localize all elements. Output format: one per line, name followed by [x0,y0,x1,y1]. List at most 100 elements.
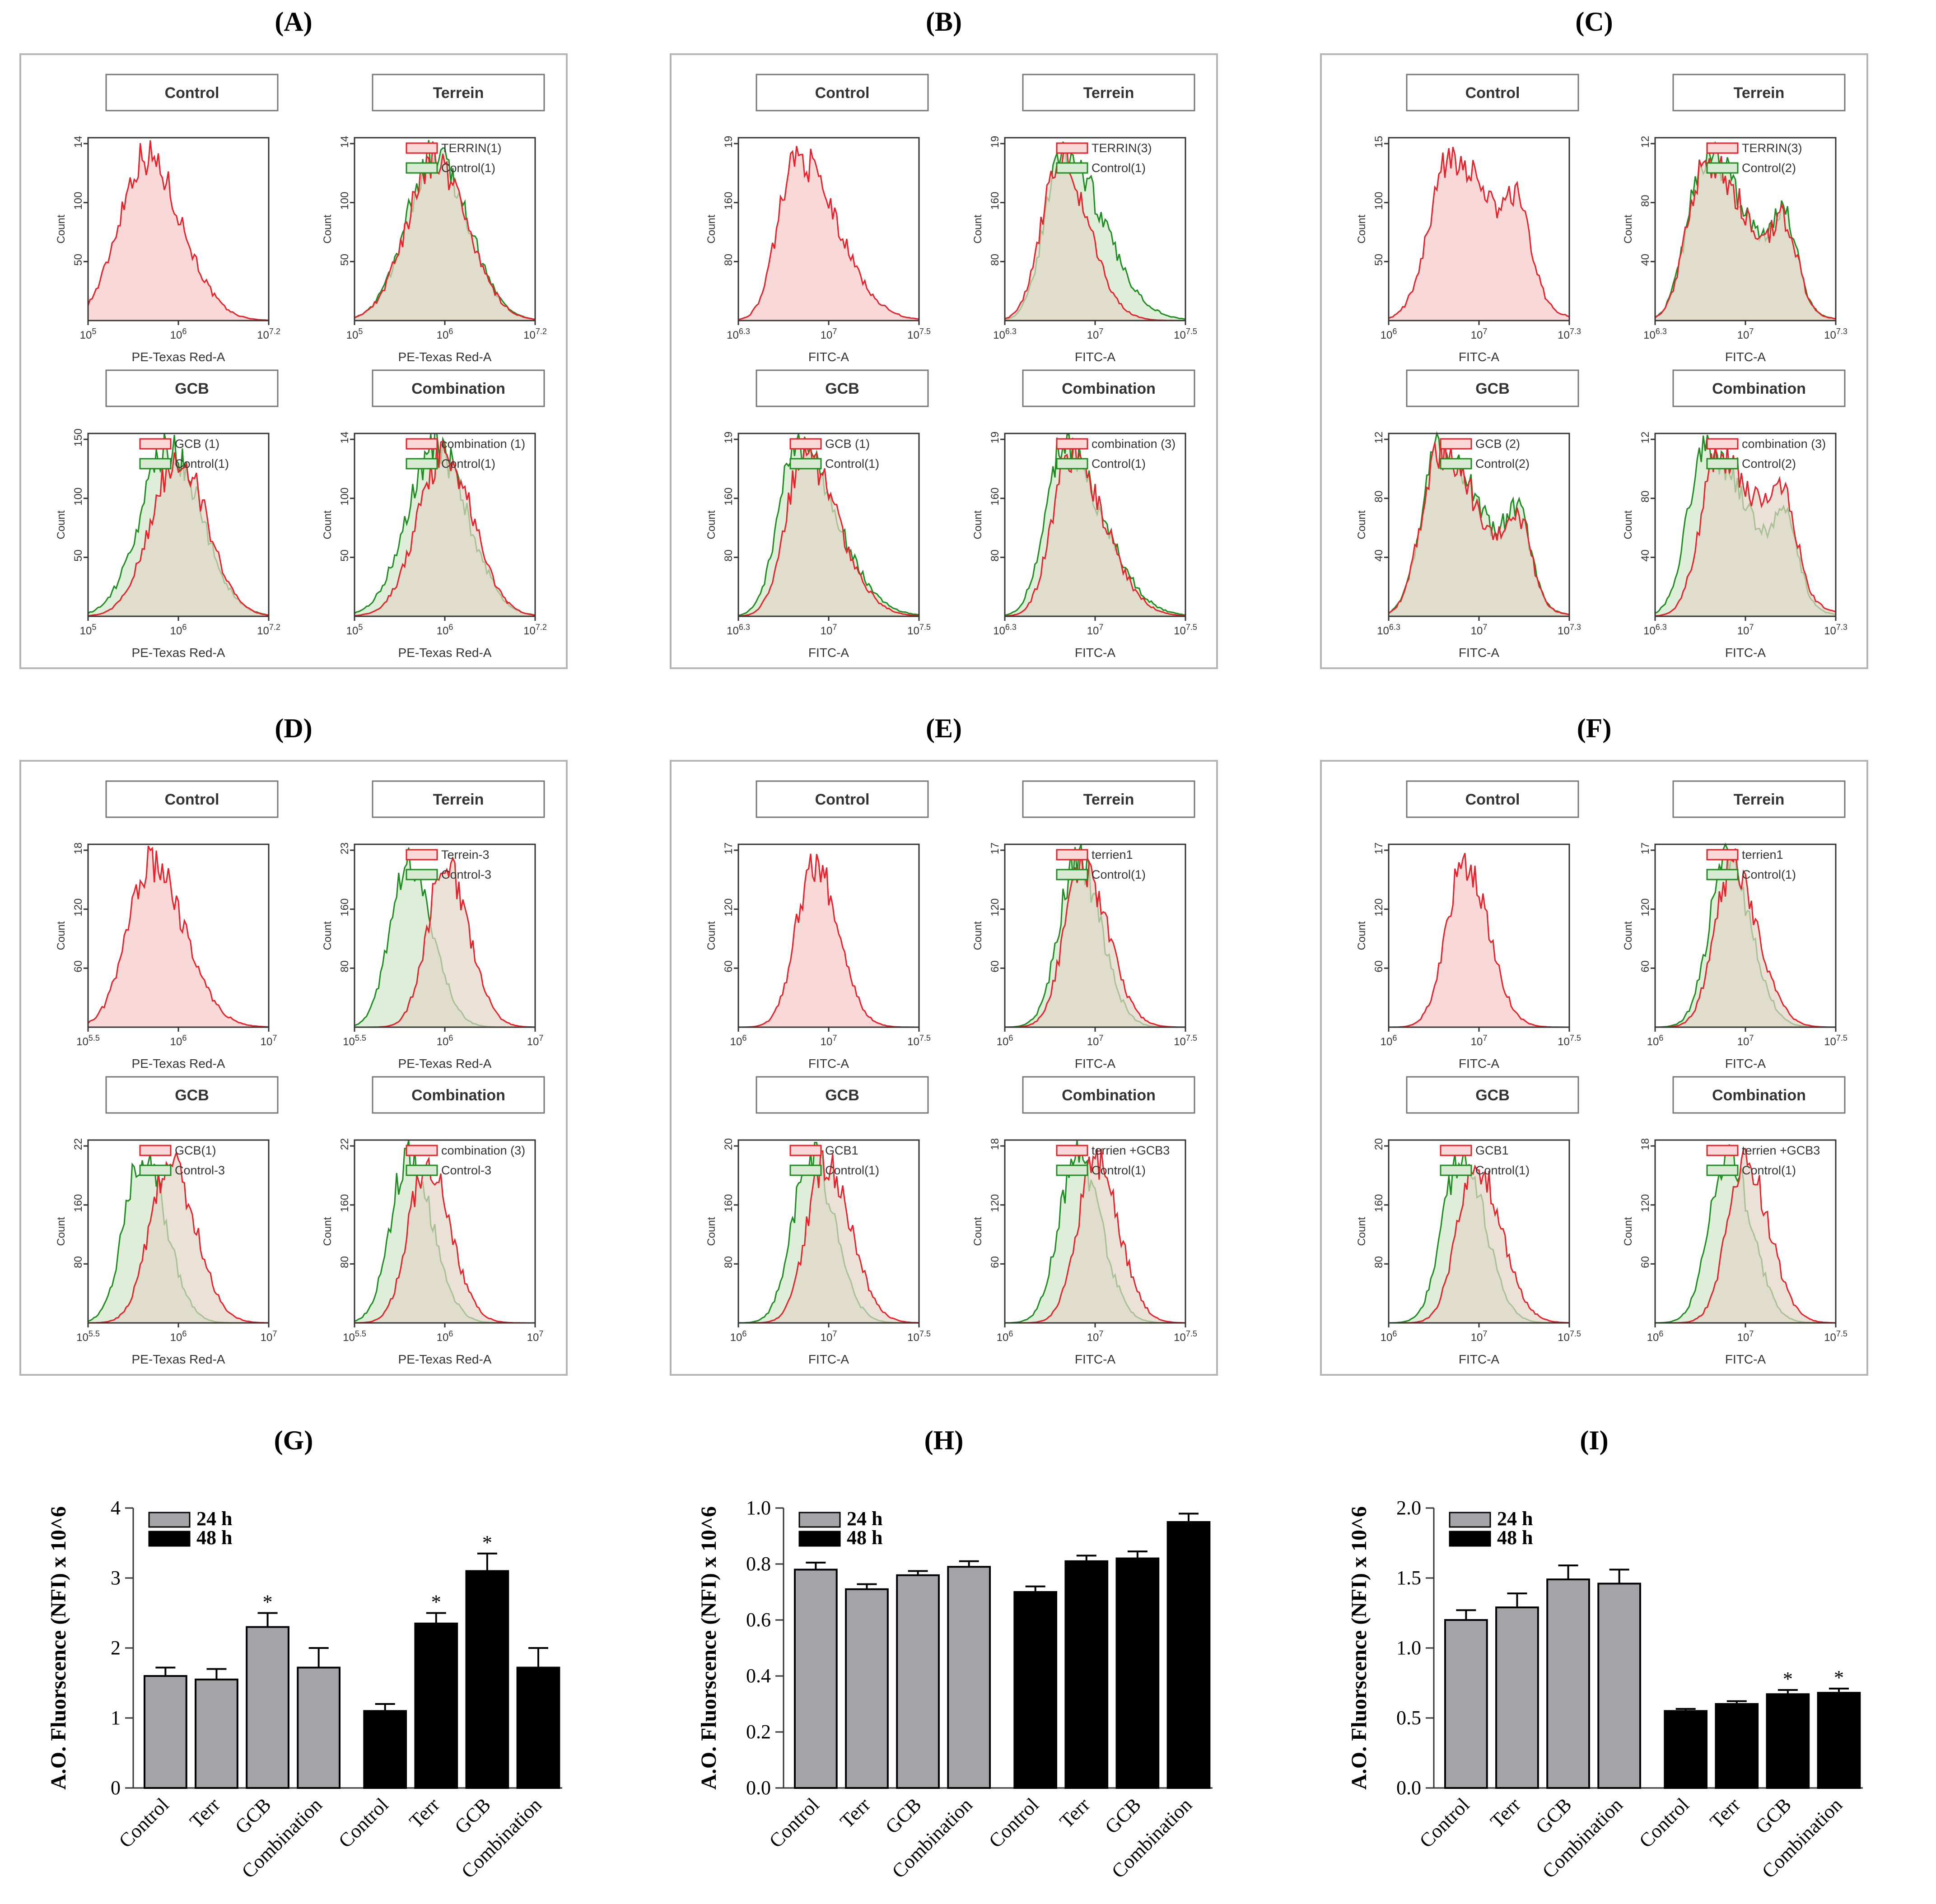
legend-swatch [789,438,822,450]
subplot-title-box [105,1076,279,1114]
legend-label: Control(1) [441,161,495,175]
y-tick-label: 2.0 [1396,1497,1421,1519]
x-tick-label: 106.3 [1377,623,1400,637]
y-tick-label: 40 [1639,549,1651,562]
legend-label: 24 h [1497,1508,1533,1530]
y-tick-label: 80 [723,254,735,266]
legend-swatch [1449,1531,1491,1547]
x-axis-label: FITC-A [1459,1057,1500,1071]
legend-label: Control(2) [1742,457,1796,470]
y-tick-label: 12 [1639,432,1651,444]
panel-label: (A) [275,7,312,37]
y-tick-label: 50 [72,549,84,562]
legend-swatch [1706,162,1739,174]
x-tick-label: 107 [1087,327,1104,341]
y-tick-label: 14 [339,136,351,148]
significance-star: * [263,1591,273,1613]
legend-label: Control-3 [441,868,491,881]
y-axis-label: Count [322,214,334,243]
y-axis-label: Count [322,510,334,539]
y-tick-label: 120 [1639,1194,1651,1212]
y-tick-label: 160 [723,488,735,506]
x-tick-label: 107.2 [523,327,547,341]
subplot-title-box [1406,74,1579,112]
legend-swatch [406,162,438,174]
legend-label: combination (3) [441,1144,525,1157]
legend-swatch [406,869,438,880]
x-tick-label: 107.5 [1558,1329,1581,1344]
y-axis-label: Count [1622,1217,1634,1246]
treatment-histogram [354,141,536,321]
y-tick-label: 22 [339,1138,351,1150]
x-tick-label: 105 [346,327,363,341]
category-label: Control [1415,1793,1474,1852]
category-label: Terr [1706,1793,1745,1832]
subplot-title-box [372,1076,545,1114]
histogram-panel-b: (B) Control 80 160 19 Count 106.3 107 107.5 FITC-… [670,7,1218,669]
subplot-combination: Combination 60 120 18 Count 106 107 107.5 FITC-A… [1622,1076,1847,1366]
subplot-title: GCB [1475,380,1510,397]
x-tick-label: 107.5 [1558,1033,1581,1048]
legend-swatch [798,1512,841,1528]
x-axis-label: FITC-A [808,1352,849,1366]
x-tick-label: 105 [80,623,97,637]
subplot-title-box [1406,369,1579,407]
legend-swatch [139,1164,172,1176]
y-tick-label: 160 [72,1194,84,1212]
x-tick-label: 106.3 [1643,327,1667,341]
y-tick-label: 17 [989,843,1001,855]
x-tick-label: 107.5 [907,623,931,637]
legend-label: 48 h [847,1527,882,1549]
subplot-title: Terrein [1083,791,1134,808]
y-tick-label: 19 [989,432,1001,444]
treatment-histogram [1388,852,1569,1028]
x-tick-label: 106 [170,623,187,637]
treatment-histogram [1389,1164,1570,1324]
y-tick-label: 18 [1639,1138,1651,1150]
subplot-combination: Combination 40 80 12 Count 106.3 107 107.3 FITC-… [1622,369,1847,660]
x-tick-label: 107 [1471,1033,1488,1048]
subplot-title: Control [165,84,219,102]
legend-swatch [406,438,438,450]
histogram-panel-d: (D) Control 60 120 18 Count 105.5 106 107 PE-Texa… [19,713,568,1376]
y-tick-label: 60 [989,1256,1001,1268]
x-axis-label: FITC-A [808,350,849,364]
y-axis-label: Count [322,1217,334,1246]
x-tick-label: 107.2 [257,623,280,637]
legend-swatch [1706,1145,1739,1156]
y-tick-label: 100 [339,192,351,210]
category-label: Control [765,1793,824,1852]
treatment-histogram [1004,849,1186,1028]
subplot-title: Combination [1712,1087,1806,1104]
y-tick-label: 1.0 [746,1497,771,1519]
category-label: Terr [186,1793,224,1832]
y-axis-label: Count [972,1217,984,1246]
y-axis-label: Count [55,921,67,950]
x-tick-label: 107 [821,1033,837,1048]
category-label: Terr [836,1793,875,1832]
subplot-control: Control 50 100 15 Count 106 107 107.3 FITC-A [1356,74,1581,364]
treatment-histogram [738,1150,920,1324]
legend-label: GCB (1) [175,437,219,451]
y-tick-label: 17 [723,843,735,855]
y-tick-label: 12 [1639,136,1651,148]
x-axis-label: FITC-A [808,1057,849,1071]
legend-swatch [139,438,172,450]
subplot-title-box [1672,780,1846,818]
x-tick-label: 107 [1471,327,1488,341]
y-tick-label: 60 [1639,1256,1651,1268]
legend-label: Control(1) [1742,868,1796,881]
subplot-title: Combination [411,1087,505,1104]
y-tick-label: 14 [72,136,84,148]
x-tick-label: 107.5 [907,1033,931,1048]
y-tick-label: 120 [989,898,1001,917]
legend-label: Control(1) [1475,1164,1530,1177]
x-tick-label: 107.2 [523,623,547,637]
subplot-title-box [1672,74,1846,112]
legend-label: TERRIN(3) [1742,141,1802,155]
panel-frame [19,760,568,1376]
y-tick-label: 100 [339,488,351,506]
subplot-title: Terrein [433,791,484,808]
treatment-histogram [87,140,270,321]
x-axis-label: FITC-A [808,646,849,660]
